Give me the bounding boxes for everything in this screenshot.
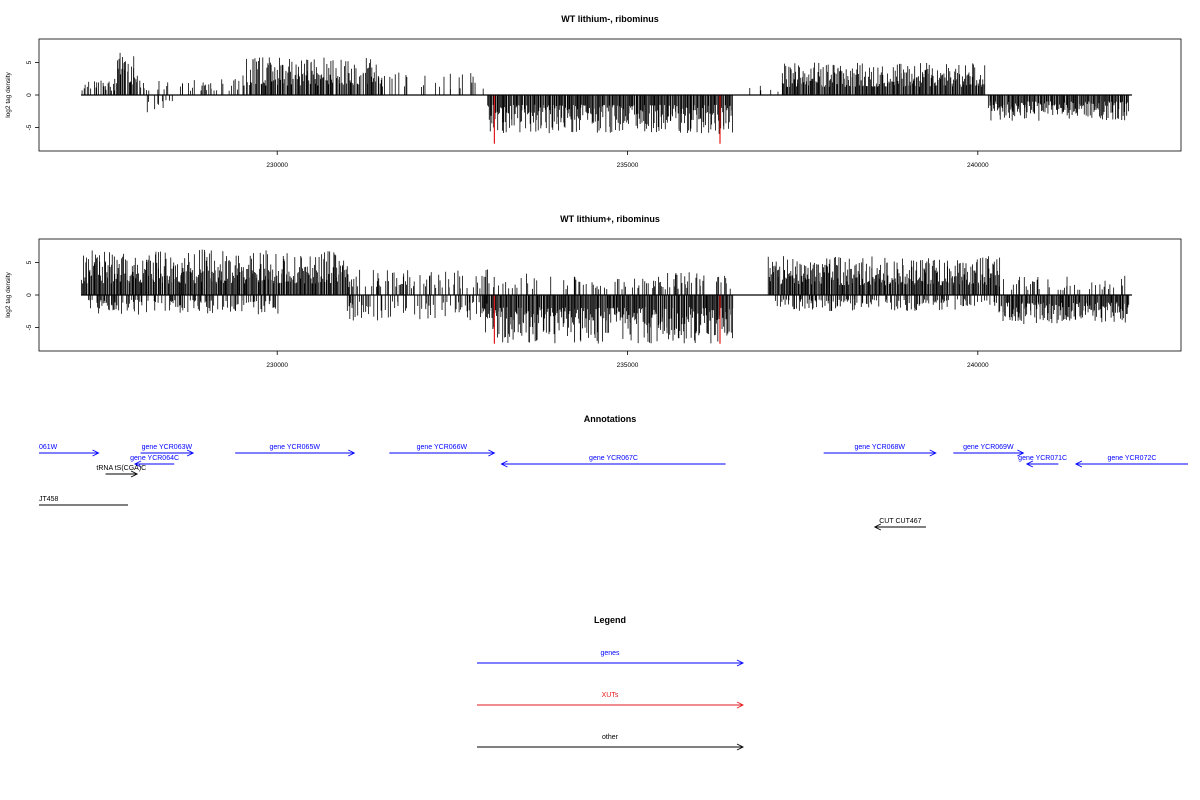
y-axis-label: log2 tag density	[5, 271, 12, 317]
legend-arrow-arrowhead	[736, 701, 745, 709]
annotation-feature: JT458	[39, 496, 128, 506]
legend-entry: XUTs	[477, 692, 745, 709]
annotation-arrow-arrowhead	[348, 449, 356, 457]
x-tick-label: 230000	[266, 362, 288, 369]
annotation-feature: gene YCR069W	[953, 444, 1025, 457]
annotation-arrow-arrowhead	[929, 449, 937, 457]
annotation-label: gene YCR065W	[269, 444, 320, 451]
annotation-arrow-arrowhead	[873, 523, 882, 531]
annotation-arrow-arrowhead	[92, 449, 100, 457]
annotation-label: gene YCR069W	[963, 444, 1014, 451]
legend-title: Legend	[594, 615, 626, 625]
annotation-feature: gene YCR064C	[130, 455, 179, 468]
track-panel-lithium-minus: WT lithium-, ribominus log2 tag density …	[5, 14, 1182, 169]
annotation-feature: CUT CUT467	[873, 518, 926, 531]
legend-entry: other	[477, 734, 745, 751]
x-tick-label: 240000	[967, 162, 989, 169]
annotation-label: gene YCR068W	[855, 444, 906, 451]
annotation-arrow-arrowhead	[186, 449, 195, 457]
annotation-label: gene YCR072C	[1108, 455, 1157, 462]
annotation-arrow-arrowhead	[1074, 460, 1083, 468]
annotation-arrow-arrowhead	[1017, 449, 1025, 457]
x-tick-label: 230000	[266, 162, 288, 169]
legend-entry: genes	[477, 650, 745, 667]
axes: 230000 235000 240000 5 0 -5	[26, 260, 989, 369]
legend-label: other	[602, 734, 619, 741]
annotation-label: gene YCR064C	[130, 455, 179, 462]
annotations-panel: Annotations 061W gene YCR063W gene YCR065W…	[39, 414, 1189, 531]
track-panel-lithium-plus: WT lithium+, ribominus log2 tag density …	[5, 214, 1182, 369]
annotation-feature: gene YCR063W	[140, 444, 195, 457]
y-tick-label: 0	[26, 93, 33, 97]
annotation-label: CUT CUT467	[879, 518, 921, 525]
annotation-arrow-arrowhead	[1025, 460, 1034, 468]
density-bars	[81, 52, 1132, 144]
annotation-label: gene YCR071C	[1018, 455, 1067, 462]
legend: Legend genes XUTs other	[477, 615, 745, 751]
annotation-label: gene YCR063W	[142, 444, 193, 451]
legend-arrow-arrowhead	[736, 659, 745, 667]
y-tick-label: 0	[26, 293, 33, 297]
y-tick-label: -5	[26, 324, 33, 330]
legend-entries: genes XUTs other	[477, 650, 745, 751]
track-title: WT lithium+, ribominus	[560, 214, 660, 224]
x-tick-label: 235000	[617, 162, 639, 169]
annotation-feature: gene YCR066W	[389, 444, 496, 457]
annotation-feature: gene YCR067C	[500, 455, 726, 468]
track-title: WT lithium-, ribominus	[561, 14, 659, 24]
y-tick-label: -5	[26, 124, 33, 130]
annotation-feature: gene YCR068W	[823, 444, 937, 457]
legend-arrow-arrowhead	[736, 743, 745, 751]
annotation-arrow-arrowhead	[488, 449, 496, 457]
annotation-feature: tRNA tS(CGA)C	[96, 465, 146, 478]
annotation-feature: gene YCR072C	[1074, 455, 1189, 468]
annotation-feature: 061W	[39, 444, 100, 457]
legend-label: XUTs	[602, 692, 619, 699]
annotation-label: gene YCR067C	[589, 455, 638, 462]
y-tick-label: 5	[26, 60, 33, 64]
y-tick-label: 5	[26, 260, 33, 264]
annotation-features: 061W gene YCR063W gene YCR065W gene YCR066W…	[39, 444, 1189, 531]
annotation-label: tRNA tS(CGA)C	[96, 465, 146, 472]
annotation-label: gene YCR066W	[417, 444, 468, 451]
axes: 230000 235000 240000 5 0 -5	[26, 60, 989, 169]
annotation-feature: gene YCR071C	[1018, 455, 1067, 468]
annotation-arrow-arrowhead	[133, 460, 142, 468]
annotation-label: 061W	[39, 444, 58, 451]
annotation-feature: gene YCR065W	[235, 444, 356, 457]
annotation-arrow-arrowhead	[130, 470, 139, 478]
legend-label: genes	[600, 650, 620, 657]
x-tick-label: 240000	[967, 362, 989, 369]
annotations-title: Annotations	[584, 414, 637, 424]
x-tick-label: 235000	[617, 362, 639, 369]
annotation-arrow-arrowhead	[500, 460, 508, 468]
y-axis-label: log2 tag density	[5, 71, 12, 117]
density-bars	[80, 249, 1132, 344]
annotation-label: JT458	[39, 496, 59, 503]
